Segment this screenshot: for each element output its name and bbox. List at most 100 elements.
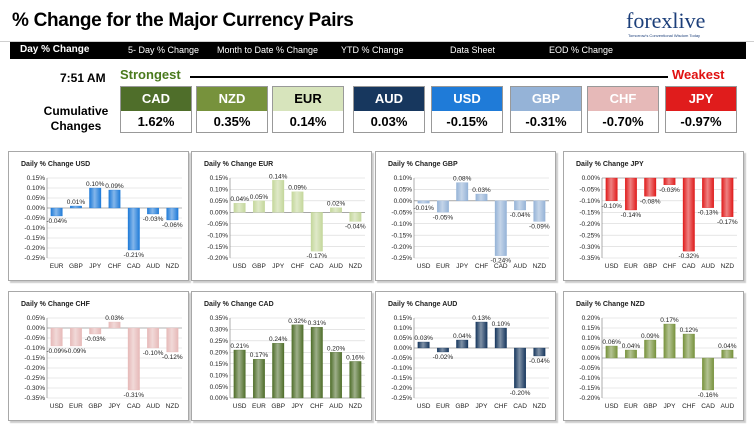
y-tick-label: -0.25%: [24, 255, 45, 262]
bar-usd: [605, 177, 618, 202]
x-tick-label: EUR: [436, 263, 450, 270]
bar-cad: [514, 347, 527, 389]
bar-usd: [417, 200, 430, 204]
nav-day-change[interactable]: Day % Change: [20, 44, 90, 55]
data-label: 0.02%: [327, 201, 346, 208]
data-label: 0.31%: [308, 320, 327, 327]
x-tick-label: NZD: [533, 403, 547, 410]
y-tick-label: -0.15%: [391, 375, 412, 382]
nav-ytd-change[interactable]: YTD % Change: [341, 45, 404, 55]
currency-tile-chf: CHF -0.70%: [587, 86, 659, 133]
data-label: 0.03%: [105, 315, 124, 322]
x-tick-label: NZD: [349, 403, 363, 410]
chart-svg: Daily % Change CAD0.35%0.30%0.25%0.20%0.…: [204, 301, 365, 410]
chart-title: Daily % Change GBP: [388, 161, 458, 168]
y-tick-label: 0.35%: [210, 315, 229, 322]
bar-usd: [417, 341, 430, 349]
y-tick-label: 0.00%: [582, 175, 601, 182]
y-tick-label: 0.10%: [210, 372, 229, 379]
bar-cad: [682, 177, 695, 252]
data-label: -0.01%: [413, 205, 434, 212]
currency-tile-value: 0.14%: [289, 114, 327, 129]
y-tick-label: -0.15%: [24, 235, 45, 242]
y-tick-label: -0.15%: [391, 232, 412, 239]
currency-tile-eur: EUR 0.14%: [272, 86, 344, 133]
x-tick-label: GBP: [271, 403, 285, 410]
bar-cad: [127, 207, 140, 251]
data-label: -0.24%: [490, 258, 511, 265]
data-label: -0.04%: [46, 218, 67, 225]
y-tick-label: 0.05%: [27, 315, 46, 322]
chart-svg: Daily % Change NZD0.20%0.15%0.10%0.05%0.…: [576, 301, 737, 410]
x-tick-label: EUR: [624, 403, 638, 410]
bar-nzd: [533, 200, 546, 222]
bar-jpy: [291, 324, 304, 399]
bar-nzd: [721, 177, 734, 218]
y-tick-label: -0.20%: [24, 365, 45, 372]
nav-month-to-date[interactable]: Month to Date % Change: [217, 45, 319, 55]
x-tick-label: CAD: [127, 403, 141, 410]
x-tick-label: CHF: [494, 403, 507, 410]
data-label: -0.16%: [698, 392, 719, 399]
y-tick-label: 0.15%: [210, 175, 229, 182]
y-tick-label: 0.00%: [582, 355, 601, 362]
data-label: -0.21%: [123, 252, 144, 259]
nav-eod-change[interactable]: EOD % Change: [549, 45, 614, 55]
chart-panel-6: Daily % Change AUD 0.15% 0.10% 0.05% 0.00% -0…: [375, 291, 556, 421]
y-tick-label: 0.05%: [210, 198, 229, 205]
x-tick-label: NZD: [166, 403, 180, 410]
currency-tile-value: -0.70%: [602, 114, 644, 129]
weakest-label: Weakest: [672, 67, 725, 82]
currency-tile-name: AUD: [354, 87, 424, 111]
data-label: -0.08%: [640, 198, 661, 205]
x-tick-label: NZD: [166, 263, 180, 270]
nav-5day-change[interactable]: 5- Day % Change: [128, 45, 200, 55]
data-label: 0.04%: [230, 196, 249, 203]
chart-panel-2: Daily % Change GBP 0.10% 0.05% 0.00% -0.05% -…: [375, 151, 556, 281]
x-tick-label: GBP: [643, 403, 657, 410]
x-tick-label: USD: [50, 403, 64, 410]
chart-panel-0: Daily % Change USD 0.15% 0.10% 0.05% 0.00% -0…: [8, 151, 189, 281]
x-tick-label: AUD: [146, 403, 160, 410]
x-tick-label: CHF: [108, 263, 121, 270]
y-tick-label: -0.05%: [579, 187, 600, 194]
bar-chf: [682, 333, 695, 359]
y-tick-label: 0.05%: [27, 195, 46, 202]
x-tick-label: AUD: [146, 263, 160, 270]
x-tick-label: CAD: [127, 263, 141, 270]
x-tick-label: USD: [417, 263, 431, 270]
y-tick-label: 0.05%: [582, 345, 601, 352]
y-tick-label: 0.00%: [210, 395, 229, 402]
y-tick-label: 0.10%: [27, 185, 46, 192]
y-tick-label: -0.20%: [391, 385, 412, 392]
data-label: -0.32%: [678, 253, 699, 260]
y-tick-label: -0.20%: [579, 395, 600, 402]
x-tick-label: CAD: [494, 263, 508, 270]
data-label: 0.21%: [230, 343, 249, 350]
data-label: 0.03%: [472, 187, 491, 194]
data-label: -0.03%: [143, 216, 164, 223]
y-tick-label: 0.00%: [394, 198, 413, 205]
forexlive-logo[interactable]: forexlive Tomorrow's Conventional Wisdom…: [622, 8, 742, 40]
logo-tagline: Tomorrow's Conventional Wisdom Today: [628, 33, 701, 38]
x-tick-label: CHF: [682, 403, 695, 410]
y-tick-label: 0.20%: [210, 349, 229, 356]
currency-tile-cad: CAD 1.62%: [120, 86, 192, 133]
bar-chf: [663, 177, 676, 186]
bar-chf: [310, 326, 323, 399]
currency-tile-jpy: JPY -0.97%: [665, 86, 737, 133]
bar-usd: [50, 327, 63, 347]
y-tick-label: -0.05%: [579, 365, 600, 372]
x-tick-label: JPY: [89, 263, 102, 270]
data-label: -0.04%: [510, 212, 531, 219]
y-tick-label: 0.00%: [27, 325, 46, 332]
y-tick-label: -0.15%: [207, 244, 228, 251]
chart-title: Daily % Change USD: [21, 161, 90, 168]
data-label: -0.09%: [46, 348, 67, 355]
bar-eur: [252, 358, 265, 399]
nav-data-sheet[interactable]: Data Sheet: [450, 45, 496, 55]
data-label: 0.03%: [414, 335, 433, 342]
currency-tile-name: NZD: [197, 87, 267, 111]
x-tick-label: NZD: [349, 263, 363, 270]
y-tick-label: 0.05%: [394, 187, 413, 194]
